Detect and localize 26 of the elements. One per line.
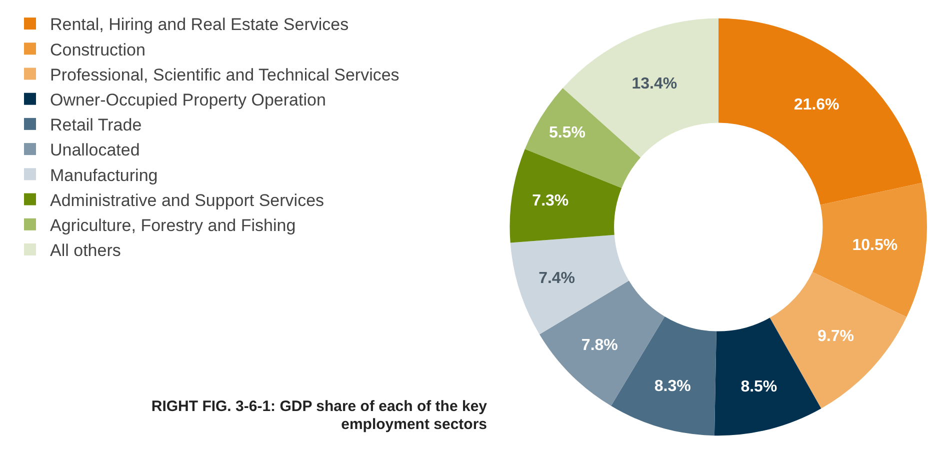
legend-label: Owner-Occupied Property Operation: [50, 90, 326, 110]
data-label: 7.4%: [538, 270, 576, 287]
legend-label: Administrative and Support Services: [50, 190, 324, 210]
legend-label: Rental, Hiring and Real Estate Services: [50, 15, 349, 34]
text: RIGHT FIG. 3-6-1: GDP share of each of the key employment sectors: [150, 398, 487, 434]
data-label: 8.3%: [654, 378, 691, 395]
data-label: 5.5%: [548, 124, 586, 142]
donut-slice: [510, 148, 622, 243]
legend-label: Construction: [50, 40, 146, 60]
legend-label: Agriculture, Forestry and Fishing: [50, 216, 296, 235]
donut-slice: [812, 182, 927, 318]
donut-slice: [718, 18, 922, 205]
data-label: 21.6%: [794, 96, 840, 114]
legend-label: Manufacturing: [50, 166, 158, 185]
legend-label: Retail Trade: [50, 116, 142, 135]
data-label: 7.8%: [581, 337, 618, 354]
legend-label: All others: [50, 241, 121, 260]
data-label: 9.7%: [817, 328, 854, 345]
legend-label: Unallocated: [50, 140, 140, 160]
data-label: 7.3%: [532, 192, 569, 210]
data-label: 8.5%: [740, 378, 778, 396]
legend-label: Professional, Scientific and Technical Services: [50, 65, 400, 84]
donut-slice: [524, 88, 641, 188]
donut-slice: [510, 234, 629, 334]
data-label: 13.4%: [632, 76, 678, 93]
data-label: 10.5%: [852, 236, 898, 254]
